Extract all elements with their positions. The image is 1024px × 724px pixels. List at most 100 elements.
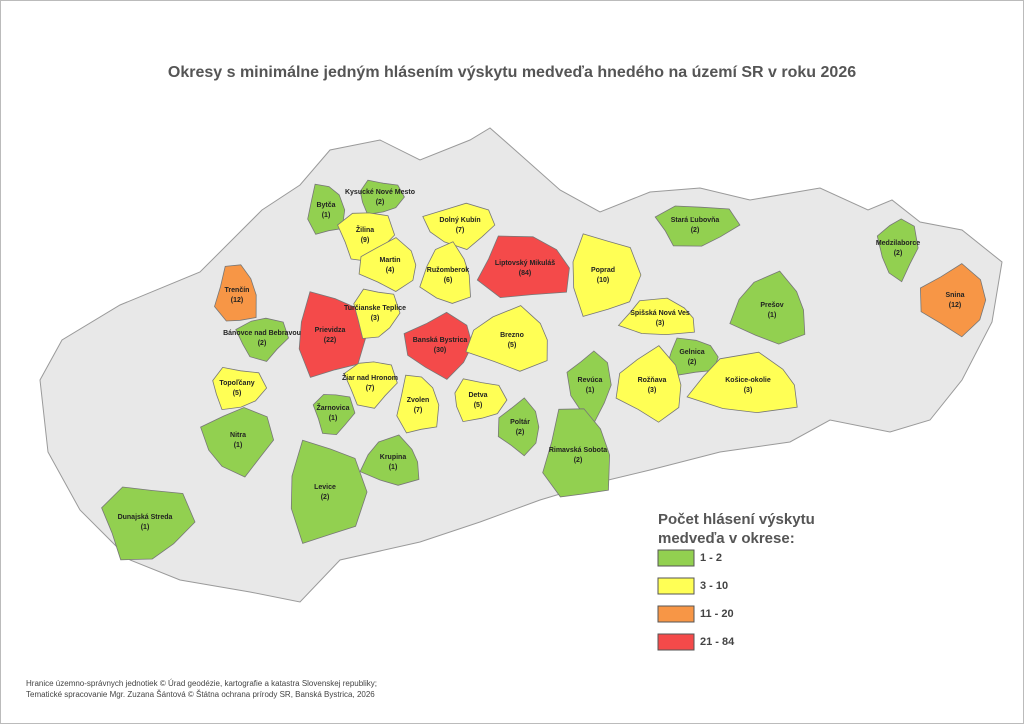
district-count: (1) — [329, 415, 338, 422]
district-name: Stará Ľubovňa — [671, 217, 720, 224]
district — [359, 179, 405, 215]
district-count: (84) — [519, 270, 531, 277]
legend-title: medveďa v okrese: — [658, 530, 795, 547]
district-count: (2) — [894, 250, 903, 257]
district — [396, 374, 440, 434]
district-name: Poltár — [510, 419, 530, 426]
district-count: (3) — [648, 387, 657, 394]
district-count: (1) — [322, 212, 331, 219]
district — [307, 183, 346, 235]
district — [214, 264, 257, 322]
district-name: Brezno — [500, 332, 524, 339]
district — [312, 394, 356, 436]
district-name: Spišská Nová Ves — [630, 310, 690, 317]
district-count: (2) — [574, 457, 583, 464]
footer-line: Tematické spracovanie Mgr. Zuzana Šántov… — [26, 690, 375, 699]
district-name: Dolný Kubín — [439, 217, 480, 224]
district — [729, 270, 806, 345]
district — [101, 486, 196, 561]
district — [419, 241, 471, 304]
legend-label: 1 - 2 — [700, 552, 722, 564]
district-name: Banská Bystrica — [413, 337, 468, 344]
legend-swatch — [657, 577, 695, 595]
district-count: (3) — [371, 315, 380, 322]
district-count: (1) — [234, 442, 243, 449]
district-count: (30) — [434, 347, 446, 354]
district — [454, 378, 508, 423]
district — [403, 311, 473, 380]
district-name: Žarnovica — [316, 403, 349, 412]
district-name: Kysucké Nové Mesto — [345, 189, 415, 196]
district-count: (1) — [768, 312, 777, 319]
district-count: (2) — [258, 340, 267, 347]
district-count: (7) — [414, 407, 423, 414]
district — [572, 233, 642, 317]
district — [422, 202, 496, 250]
district-name: Žiar nad Hronom — [342, 373, 398, 382]
district-count: (2) — [691, 227, 700, 234]
district — [343, 361, 398, 409]
district-name: Rožňava — [638, 377, 667, 384]
district-count: (1) — [389, 464, 398, 471]
district-name: Topoľčany — [219, 380, 254, 387]
district-count: (2) — [321, 494, 330, 501]
title: Okresy s minimálne jedným hlásením výsky… — [168, 64, 856, 81]
district-name: Trenčín — [225, 287, 250, 294]
district-count: (5) — [233, 390, 242, 397]
district-name: Snina — [945, 292, 964, 299]
legend-swatch — [657, 549, 695, 567]
district — [566, 350, 612, 424]
district-name: Rimavská Sobota — [549, 447, 607, 454]
district — [667, 337, 719, 376]
district — [235, 317, 289, 362]
district-count: (9) — [361, 237, 370, 244]
district-count: (12) — [949, 302, 961, 309]
district-count: (1) — [141, 524, 150, 531]
district-name: Nitra — [230, 432, 246, 439]
district-name: Zvolen — [407, 397, 430, 404]
district-name: Bytča — [316, 202, 335, 209]
district-name: Ružomberok — [427, 267, 470, 274]
district-count: (10) — [597, 277, 609, 284]
district-count: (2) — [516, 429, 525, 436]
footer-line: Hranice územno-správnych jednotiek © Úra… — [26, 679, 377, 688]
district — [353, 288, 401, 339]
district-count: (6) — [444, 277, 453, 284]
district-labels: Bytča (1) Kysucké Nové Mesto (2) Žilina (9) Do… — [118, 189, 965, 531]
district — [654, 205, 741, 247]
district-name: Dunajská Streda — [118, 514, 173, 521]
district-count: (22) — [324, 337, 336, 344]
district-count: (2) — [376, 199, 385, 206]
district-name: Krupina — [380, 454, 407, 461]
district — [298, 291, 367, 378]
district — [476, 235, 570, 299]
district-name: Liptovský Mikuláš — [495, 260, 555, 267]
district-name: Prievidza — [315, 327, 346, 334]
district-name: Medzilaborce — [876, 240, 920, 247]
district — [359, 434, 420, 486]
district — [290, 439, 368, 544]
legend-swatch — [657, 605, 695, 623]
district-name: Poprad — [591, 267, 615, 274]
district-shapes — [101, 179, 987, 561]
district — [686, 351, 798, 414]
district-count: (3) — [744, 387, 753, 394]
district-count: (7) — [456, 227, 465, 234]
district — [212, 366, 268, 411]
legend-label: 3 - 10 — [700, 580, 728, 592]
district-count: (3) — [656, 320, 665, 327]
district-name: Revúca — [578, 377, 603, 384]
district-name: Martin — [380, 257, 401, 264]
district — [542, 408, 611, 498]
district-count: (2) — [688, 359, 697, 366]
district-name: Levice — [314, 484, 336, 491]
legend-title: Počet hlásení výskytu — [658, 511, 815, 528]
district-name: Gelnica — [679, 349, 704, 356]
district-count: (7) — [366, 385, 375, 392]
district-name: Turčianske Teplice — [344, 305, 406, 312]
district-name: Košice-okolie — [725, 377, 771, 384]
district-count: (5) — [474, 402, 483, 409]
district-count: (1) — [586, 387, 595, 394]
district-name: Bánovce nad Bebravou — [223, 330, 301, 337]
